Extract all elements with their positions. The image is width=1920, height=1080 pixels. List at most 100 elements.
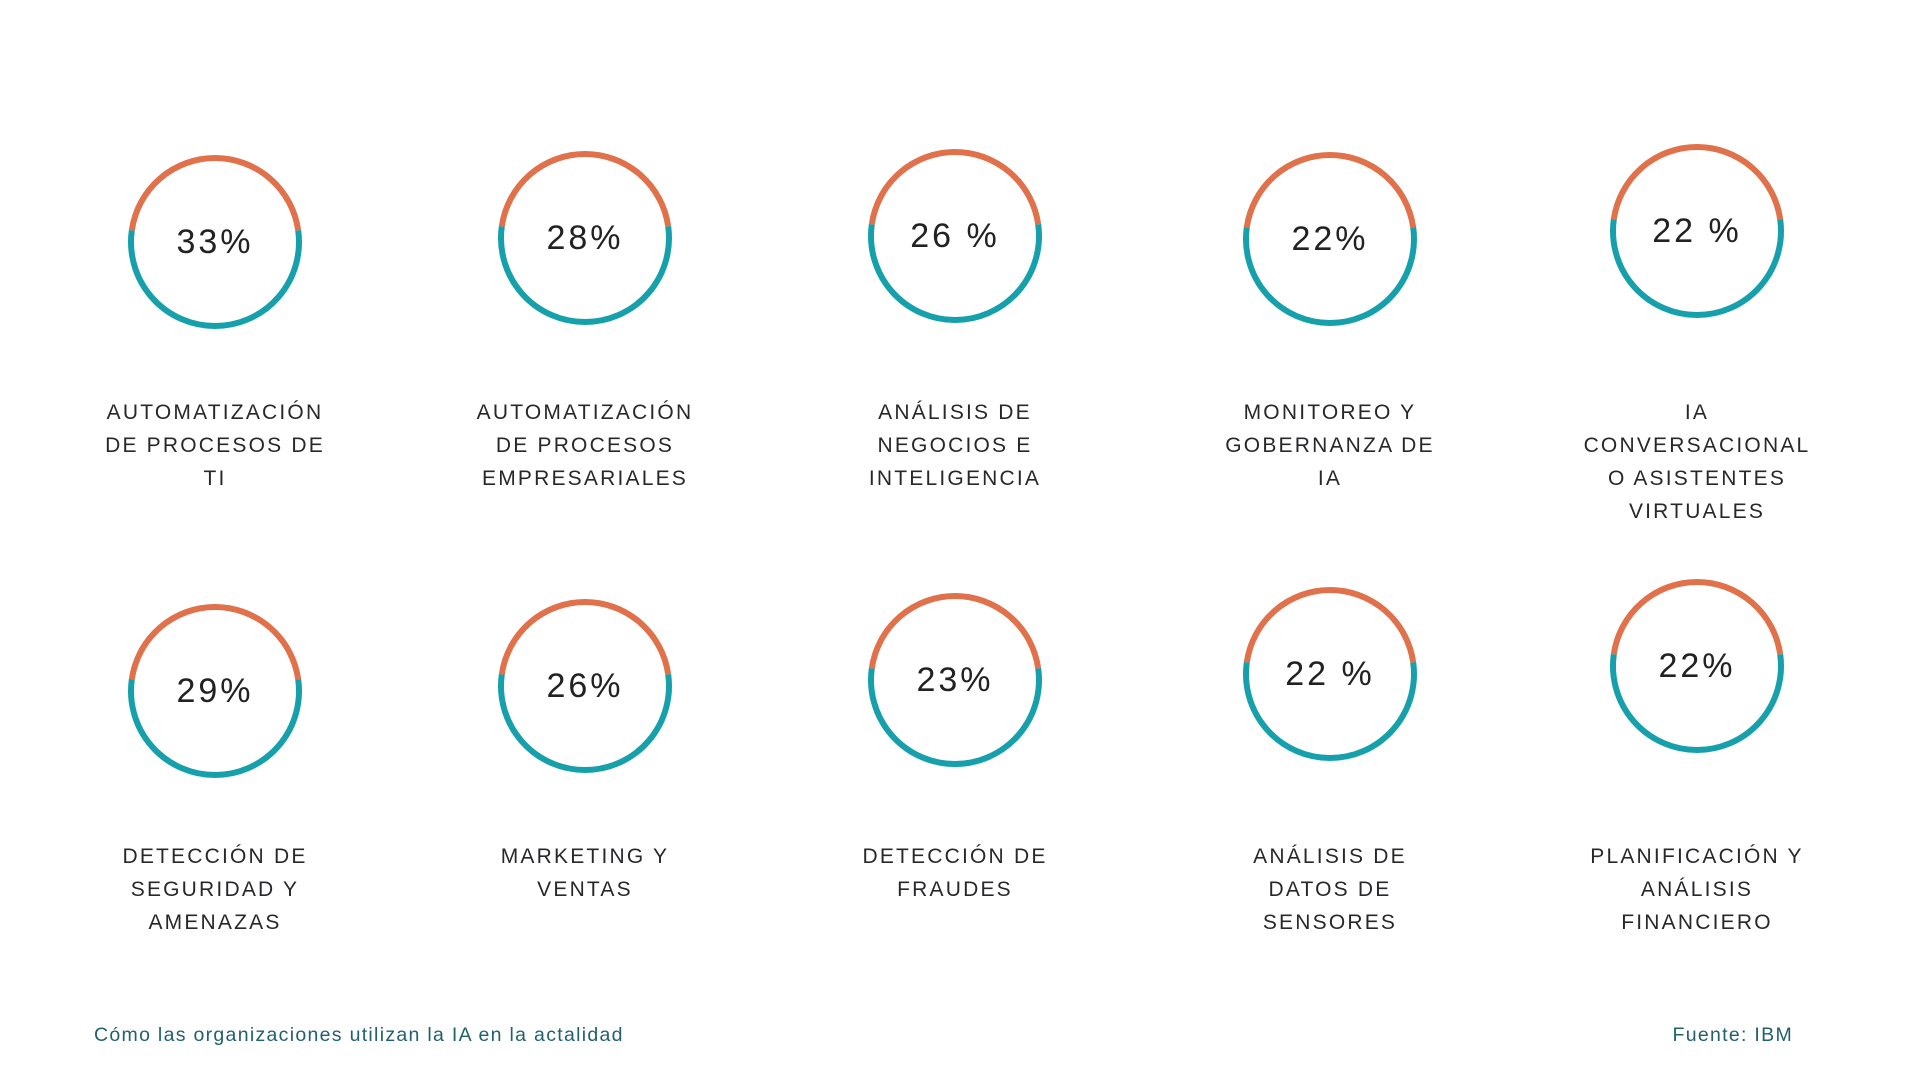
donut-label-line: NEGOCIOS E xyxy=(877,434,1033,457)
donut-label-line: GOBERNANZA DE xyxy=(1225,434,1435,457)
donut-arc-svg xyxy=(1243,587,1417,762)
donut-item: 22 % ANÁLISIS DE DATOS DE SENSORES xyxy=(1145,587,1515,1014)
donut-label-line: CONVERSACIONAL xyxy=(1583,434,1811,457)
arc-top-orange xyxy=(1243,152,1417,228)
donut-label: ANÁLISIS DE DATOS DE SENSORES xyxy=(1175,840,1485,939)
donut-label-line: VIRTUALES xyxy=(1628,500,1766,523)
donut-label: IA CONVERSACIONAL O ASISTENTES VIRTUALES xyxy=(1542,396,1852,528)
arc-top-orange xyxy=(1610,144,1784,220)
arc-bottom-teal xyxy=(1610,653,1784,754)
arc-top-orange xyxy=(1610,579,1784,655)
donut-arc-svg xyxy=(498,151,672,326)
chart-source: Fuente: IBM xyxy=(1672,1024,1793,1046)
donut-ring: 22% xyxy=(1609,578,1785,754)
donut-label-line: ANÁLISIS DE xyxy=(878,401,1032,424)
donut-value: 28% xyxy=(546,218,624,257)
donut-label: AUTOMATIZACIÓN DE PROCESOS DE TI xyxy=(60,396,370,495)
donut-item: 22% MONITOREO Y GOBERNANZA DE IA xyxy=(1145,150,1515,570)
arc-bottom-teal xyxy=(128,678,302,779)
donut-arc-svg xyxy=(128,604,302,779)
donut-ring: 28% xyxy=(497,150,673,326)
donut-ring: 22% xyxy=(1242,151,1418,327)
donut-label-line: DETECCIÓN DE xyxy=(122,845,308,868)
donut-item: 22 % IA CONVERSACIONAL O ASISTENTES VIRTUAL… xyxy=(1512,144,1882,570)
donut-value: 33% xyxy=(176,222,254,261)
donut-label-line: MONITOREO Y xyxy=(1243,401,1417,424)
donut-label-line: DATOS DE xyxy=(1268,878,1392,901)
donut-arc-svg xyxy=(1243,152,1417,327)
donut-label-line: FRAUDES xyxy=(897,878,1013,901)
arc-top-orange xyxy=(498,151,672,227)
donut-item: 28% AUTOMATIZACIÓN DE PROCESOS EMPRESARIAL… xyxy=(400,150,770,570)
donut-label: ANÁLISIS DE NEGOCIOS E INTELIGENCIA xyxy=(800,396,1110,495)
donut-label-line: ANÁLISIS xyxy=(1640,878,1754,901)
arc-bottom-teal xyxy=(498,225,672,326)
donut-label-line: IA xyxy=(1317,467,1343,490)
chart-caption: Cómo las organizaciones utilizan la IA e… xyxy=(94,1024,624,1046)
donut-label-line: PLANIFICACIÓN Y xyxy=(1590,845,1804,868)
donut-value: 22% xyxy=(1291,219,1369,258)
donut-label-line: O ASISTENTES xyxy=(1607,467,1787,490)
donut-ring: 26% xyxy=(497,598,673,774)
donut-label: MARKETING Y VENTAS xyxy=(430,840,740,906)
donut-label-line: DE PROCESOS xyxy=(495,434,675,457)
arc-top-orange xyxy=(128,604,302,680)
donut-label-line: FINANCIERO xyxy=(1621,911,1773,934)
donut-label-line: AUTOMATIZACIÓN xyxy=(476,401,694,424)
donut-ring: 26 % xyxy=(867,148,1043,324)
donut-label-line: SENSORES xyxy=(1262,911,1398,934)
arc-top-orange xyxy=(868,593,1042,669)
donut-arc-svg xyxy=(1610,579,1784,754)
donut-label-line: MARKETING Y xyxy=(500,845,670,868)
donut-value: 23% xyxy=(916,660,994,699)
arc-bottom-teal xyxy=(1243,226,1417,327)
donut-label-line: AMENAZAS xyxy=(148,911,282,934)
donut-item: 33% AUTOMATIZACIÓN DE PROCESOS DE TI xyxy=(30,150,400,570)
donut-ring: 33% xyxy=(127,154,303,330)
donut-label-line: ANÁLISIS DE xyxy=(1253,845,1407,868)
donut-ring: 22 % xyxy=(1609,143,1785,319)
donut-item: 29% DETECCIÓN DE SEGURIDAD Y AMENAZAS xyxy=(30,594,400,1014)
donut-arc-svg xyxy=(1610,144,1784,319)
donut-item: 26% MARKETING Y VENTAS xyxy=(400,594,770,1014)
donut-item: 26 % ANÁLISIS DE NEGOCIOS E INTELIGENCIA xyxy=(770,148,1140,570)
donut-label: DETECCIÓN DE FRAUDES xyxy=(800,840,1110,906)
donut-value: 22 % xyxy=(1652,211,1742,250)
arc-bottom-teal xyxy=(1243,661,1417,762)
donut-label-line: INTELIGENCIA xyxy=(868,467,1042,490)
arc-top-orange xyxy=(868,149,1042,225)
donut-label-line: TI xyxy=(203,467,227,490)
donut-label: DETECCIÓN DE SEGURIDAD Y AMENAZAS xyxy=(60,840,370,939)
donut-label-line: VENTAS xyxy=(537,878,633,901)
donut-label: AUTOMATIZACIÓN DE PROCESOS EMPRESARIALES xyxy=(430,396,740,495)
donut-label-line: DE PROCESOS DE xyxy=(105,434,325,457)
donut-arc-svg xyxy=(498,599,672,774)
arc-top-orange xyxy=(1243,587,1417,663)
arc-bottom-teal xyxy=(1610,218,1784,319)
donut-value: 22% xyxy=(1658,646,1736,685)
arc-top-orange xyxy=(128,155,302,231)
donut-label-line: IA xyxy=(1684,401,1710,424)
donut-label: MONITOREO Y GOBERNANZA DE IA xyxy=(1175,396,1485,495)
donut-value: 22 % xyxy=(1285,654,1375,693)
donut-arc-svg xyxy=(868,593,1042,768)
donut-item: 22% PLANIFICACIÓN Y ANÁLISIS FINANCIERO xyxy=(1512,579,1882,1014)
donut-ring: 22 % xyxy=(1242,586,1418,762)
donut-value: 26% xyxy=(546,666,624,705)
donut-value: 29% xyxy=(176,671,254,710)
donut-arc-svg xyxy=(128,155,302,330)
donut-value: 26 % xyxy=(910,216,1000,255)
arc-top-orange xyxy=(498,599,672,675)
donut-ring: 29% xyxy=(127,603,303,779)
donut-label-line: AUTOMATIZACIÓN xyxy=(106,401,324,424)
donut-label: PLANIFICACIÓN Y ANÁLISIS FINANCIERO xyxy=(1542,840,1852,939)
arc-bottom-teal xyxy=(128,229,302,330)
donut-arc-svg xyxy=(868,149,1042,324)
donut-label-line: SEGURIDAD Y xyxy=(130,878,300,901)
donut-ring: 23% xyxy=(867,592,1043,768)
donut-label-line: DETECCIÓN DE xyxy=(862,845,1048,868)
donut-label-line: EMPRESARIALES xyxy=(482,467,688,490)
donut-item: 23% DETECCIÓN DE FRAUDES xyxy=(770,592,1140,1014)
